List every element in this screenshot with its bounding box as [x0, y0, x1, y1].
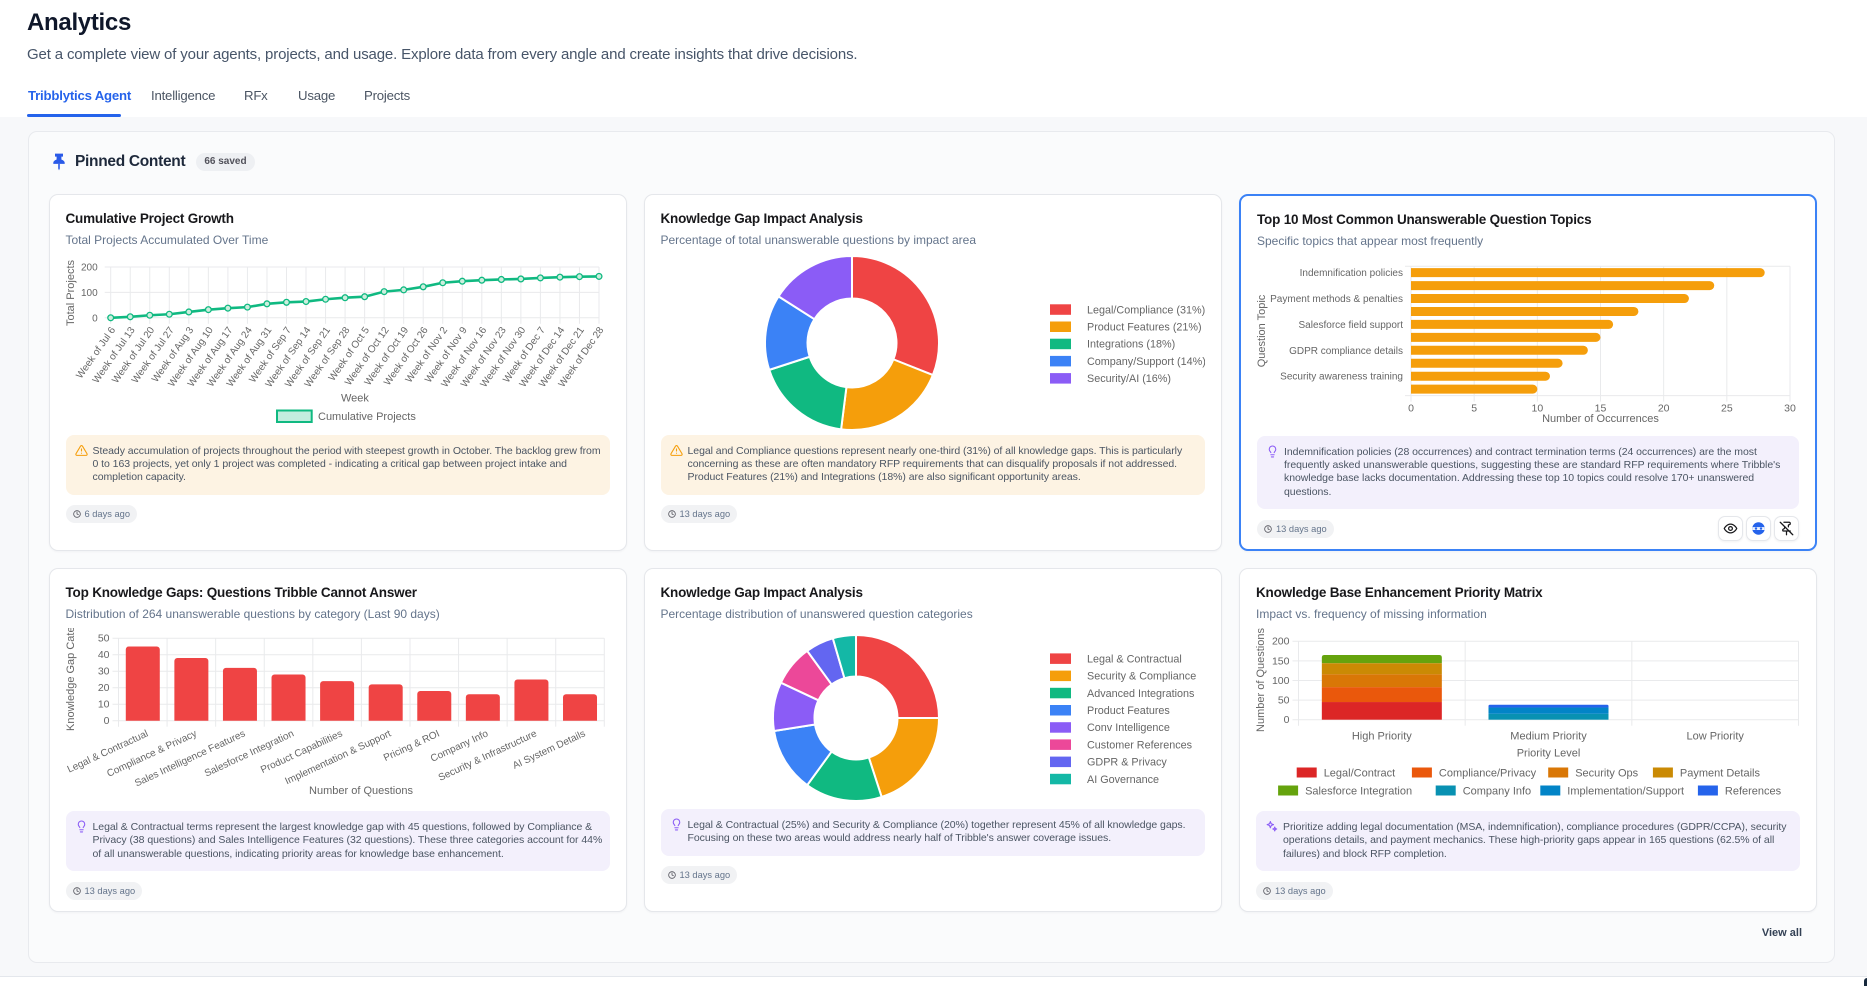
svg-text:Legal & Contractual: Legal & Contractual: [1087, 653, 1182, 665]
svg-text:Security & Compliance: Security & Compliance: [1087, 671, 1196, 683]
svg-text:Total Projects: Total Projects: [66, 259, 77, 326]
svg-text:20: 20: [1658, 402, 1670, 414]
svg-text:Number of Occurrences: Number of Occurrences: [1542, 413, 1659, 425]
svg-text:Payment methods & penalties: Payment methods & penalties: [1270, 294, 1403, 305]
svg-text:Security/AI (16%): Security/AI (16%): [1087, 373, 1171, 385]
svg-text:0: 0: [103, 715, 109, 727]
svg-text:Salesforce field support: Salesforce field support: [1298, 319, 1403, 330]
svg-text:50: 50: [97, 633, 109, 645]
svg-text:Question Topic: Question Topic: [1257, 294, 1268, 367]
svg-text:0: 0: [1284, 714, 1290, 726]
svg-text:30: 30: [97, 666, 109, 678]
svg-text:Compliance/Privacy: Compliance/Privacy: [1439, 767, 1537, 779]
svg-text:10: 10: [1531, 402, 1543, 414]
svg-text:10: 10: [97, 699, 109, 711]
svg-text:Legal/Compliance (31%): Legal/Compliance (31%): [1087, 304, 1205, 316]
svg-text:GDPR compliance details: GDPR compliance details: [1289, 345, 1403, 356]
svg-text:40: 40: [97, 649, 109, 661]
svg-text:Implementation/Support: Implementation/Support: [1567, 785, 1684, 797]
svg-text:Customer References: Customer References: [1087, 739, 1193, 751]
svg-text:Number of Questions: Number of Questions: [1256, 628, 1267, 732]
svg-text:25: 25: [1721, 402, 1733, 414]
svg-text:Number of Questions: Number of Questions: [309, 785, 413, 797]
svg-text:100: 100: [1272, 675, 1290, 687]
svg-text:150: 150: [1272, 655, 1290, 667]
svg-text:Week: Week: [340, 392, 368, 404]
svg-text:Advanced Integrations: Advanced Integrations: [1087, 688, 1195, 700]
svg-text:200: 200: [81, 262, 98, 273]
svg-text:Conv Intelligence: Conv Intelligence: [1087, 722, 1170, 734]
svg-text:Medium Priority: Medium Priority: [1510, 731, 1587, 743]
svg-text:Salesforce Integration: Salesforce Integration: [1305, 785, 1412, 797]
svg-text:15: 15: [1595, 402, 1607, 414]
svg-text:AI Governance: AI Governance: [1087, 774, 1159, 786]
svg-text:Integrations (18%): Integrations (18%): [1087, 338, 1175, 350]
svg-text:50: 50: [1278, 695, 1290, 707]
svg-text:GDPR & Privacy: GDPR & Privacy: [1087, 757, 1167, 769]
svg-text:Company Info: Company Info: [1463, 785, 1531, 797]
svg-text:References: References: [1725, 785, 1782, 797]
svg-text:Knowledge Gap Category: Knowledge Gap Category: [66, 628, 77, 731]
svg-text:Product Features (21%): Product Features (21%): [1087, 321, 1202, 333]
svg-text:Legal/Contract: Legal/Contract: [1324, 767, 1396, 779]
svg-text:Payment Details: Payment Details: [1680, 767, 1761, 779]
svg-text:5: 5: [1471, 402, 1477, 414]
svg-text:0: 0: [1408, 402, 1414, 414]
svg-text:20: 20: [97, 682, 109, 694]
svg-text:Low Priority: Low Priority: [1686, 731, 1744, 743]
svg-text:0: 0: [92, 313, 98, 324]
svg-text:100: 100: [81, 287, 98, 298]
svg-text:30: 30: [1784, 402, 1796, 414]
svg-text:Indemnification policies: Indemnification policies: [1300, 268, 1403, 279]
svg-text:Priority Level: Priority Level: [1517, 748, 1581, 760]
svg-text:High Priority: High Priority: [1352, 731, 1412, 743]
svg-text:Security Ops: Security Ops: [1575, 767, 1638, 779]
svg-text:Salesforce Integration: Salesforce Integration: [202, 728, 295, 779]
svg-text:Cumulative Projects: Cumulative Projects: [318, 411, 416, 423]
svg-text:Security awareness training: Security awareness training: [1280, 371, 1403, 382]
svg-text:200: 200: [1272, 636, 1290, 648]
svg-text:Company/Support (14%): Company/Support (14%): [1087, 355, 1205, 367]
svg-text:Product Features: Product Features: [1087, 705, 1170, 717]
